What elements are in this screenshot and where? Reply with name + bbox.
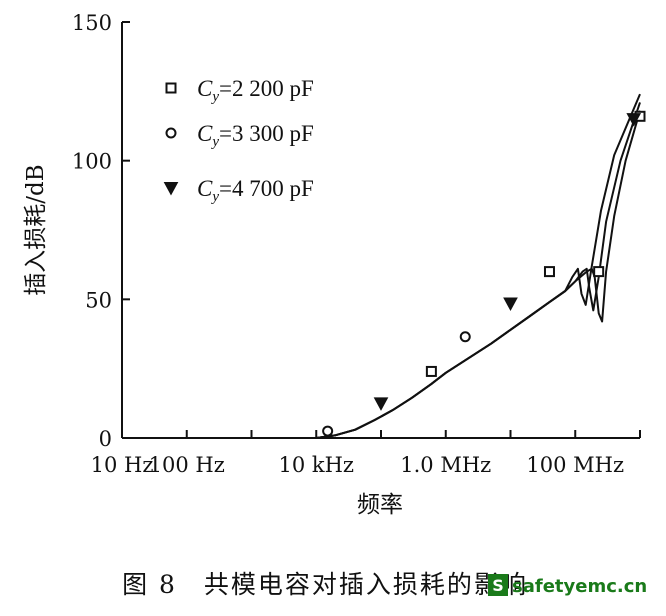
series-1-point	[543, 266, 555, 278]
x-tick-label: 1.0 MHz	[400, 453, 491, 477]
y-axis-title: 插入损耗/dB	[23, 164, 49, 295]
x-tick-label: 100 MHz	[526, 453, 624, 477]
y-tick-label: 150	[72, 11, 112, 35]
series-3-point	[626, 113, 642, 127]
series-lines	[316, 93, 641, 439]
series-line-3	[316, 93, 641, 439]
legend-marker-2	[165, 127, 177, 139]
series-1-point	[593, 266, 605, 278]
series-2-point	[322, 425, 334, 437]
legend: Cy=2 200 pF Cy=3 300 pF Cy=4 700 pF	[163, 76, 314, 205]
legend-label-2: Cy=3 300 pF	[197, 121, 314, 150]
y-tick-label: 100	[72, 150, 112, 174]
series-markers	[322, 110, 646, 437]
series-2-point	[459, 331, 471, 343]
legend-marker-1	[165, 82, 177, 94]
series-3-point	[373, 397, 389, 411]
x-axis-title: 频率	[357, 492, 403, 518]
y-tick-label: 50	[85, 288, 112, 312]
y-tick-label: 0	[99, 427, 112, 451]
x-tick-label: 100 Hz	[149, 453, 225, 477]
series-3-point	[503, 297, 518, 312]
watermark: S safetyemc.cn	[488, 574, 647, 597]
legend-label-3: Cy=4 700 pF	[197, 176, 314, 205]
legend-label-1: Cy=2 200 pF	[197, 76, 314, 105]
series-1-point	[425, 365, 437, 377]
watermark-badge: S	[492, 576, 504, 595]
watermark-text: safetyemc.cn	[512, 576, 647, 597]
x-tick-label: 10 kHz	[279, 453, 355, 477]
x-tick-label: 10 Hz	[91, 453, 154, 477]
watermark-badge-box	[488, 574, 508, 596]
legend-marker-3	[163, 182, 179, 196]
figure-caption: 图 8 共模电容对插入损耗的影响	[122, 570, 528, 599]
